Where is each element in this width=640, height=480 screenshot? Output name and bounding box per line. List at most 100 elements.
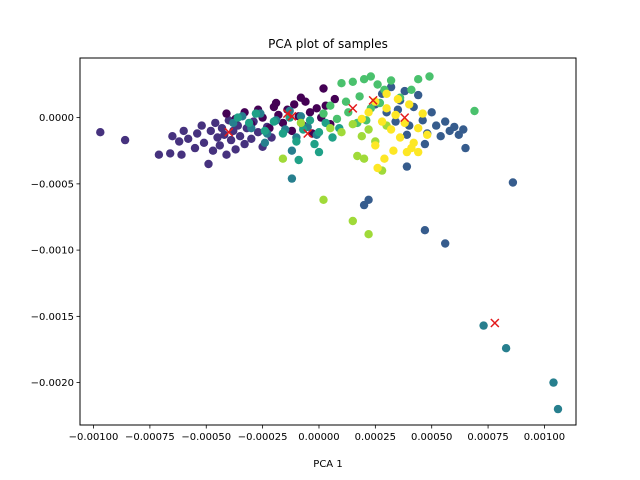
scatter-point bbox=[206, 126, 215, 136]
x-tick-label: 0.00025 bbox=[355, 432, 396, 443]
scatter-point bbox=[251, 109, 261, 118]
plot-frame bbox=[79, 57, 577, 426]
scatter-point bbox=[357, 132, 366, 141]
scatter-point bbox=[312, 104, 321, 113]
x-tick-label: 0.00075 bbox=[467, 432, 508, 443]
scatter-point bbox=[386, 82, 396, 92]
scatter-point bbox=[359, 200, 369, 210]
scatter-point bbox=[220, 130, 229, 139]
x-axis-ticks: −0.00100 −0.00075 −0.00050 −0.00025 0.00000 0… bbox=[69, 425, 565, 443]
x-tick-label: 0.00050 bbox=[411, 432, 452, 443]
centroid-marker bbox=[490, 318, 500, 328]
scatter-point bbox=[414, 124, 423, 133]
scatter-point bbox=[190, 143, 200, 153]
y-tick-label: 0.0000 bbox=[39, 113, 74, 124]
x-tick-label: 0.00100 bbox=[524, 432, 565, 443]
x-tick-label: −0.00075 bbox=[125, 432, 175, 443]
scatter-point bbox=[96, 128, 105, 137]
centroid-marker bbox=[282, 109, 292, 119]
centroid-marker-stroke bbox=[303, 128, 313, 139]
scatter-point bbox=[204, 159, 213, 169]
scatter-point bbox=[305, 116, 315, 125]
centroid-marker-stroke bbox=[287, 111, 297, 121]
scatter-point bbox=[400, 86, 409, 96]
scatter-point bbox=[425, 72, 434, 81]
scatter-point bbox=[423, 130, 432, 139]
scatter-point bbox=[287, 126, 297, 136]
scatter-point bbox=[247, 134, 256, 143]
scatter-point bbox=[287, 146, 297, 155]
scatter-point bbox=[391, 117, 400, 126]
scatter-point bbox=[470, 106, 479, 116]
scatter-point bbox=[208, 146, 218, 155]
scatter-point bbox=[319, 84, 328, 93]
scatter-point bbox=[461, 143, 470, 153]
scatter-point bbox=[459, 125, 468, 134]
scatter-point bbox=[501, 344, 511, 353]
scatter-point bbox=[305, 108, 315, 117]
scatter-point bbox=[235, 132, 245, 141]
scatter-point bbox=[355, 92, 364, 101]
scatter-point bbox=[179, 126, 188, 136]
scatter-point bbox=[271, 98, 281, 108]
scatter-point bbox=[418, 109, 427, 118]
scatter-point bbox=[215, 141, 224, 150]
scatter-point bbox=[240, 139, 249, 149]
scatter-point bbox=[364, 108, 373, 117]
scatter-point bbox=[217, 124, 227, 133]
scatter-point bbox=[414, 147, 423, 157]
scatter-point bbox=[296, 93, 306, 102]
scatter-point bbox=[244, 118, 254, 128]
centroid-marker bbox=[303, 128, 313, 139]
scatter-point bbox=[353, 151, 362, 161]
scatter-point bbox=[348, 77, 357, 87]
scatter-point bbox=[450, 122, 459, 132]
scatter-point bbox=[436, 132, 445, 141]
scatter-point bbox=[366, 72, 375, 81]
scatter-point bbox=[326, 124, 335, 133]
chart-title: PCA plot of samples bbox=[268, 37, 388, 51]
scatter-point bbox=[414, 90, 423, 100]
centroid-marker bbox=[368, 95, 378, 105]
scatter-point bbox=[364, 230, 373, 239]
centroid-marker bbox=[400, 113, 410, 123]
scatter-point bbox=[319, 195, 328, 204]
scatter-point bbox=[427, 108, 436, 117]
scatter-point bbox=[432, 121, 441, 130]
scatter-point bbox=[508, 178, 518, 187]
scatter-point bbox=[441, 239, 450, 248]
centroid-marker bbox=[348, 103, 358, 113]
centroid-marker-stroke bbox=[348, 103, 358, 113]
scatter-point bbox=[197, 121, 206, 130]
scatter-point bbox=[292, 137, 301, 146]
scatter-point bbox=[231, 145, 240, 154]
centroid-marker-stroke bbox=[282, 109, 292, 119]
scatter-point bbox=[319, 109, 328, 118]
scatter-point bbox=[389, 146, 398, 155]
scatter-point bbox=[373, 80, 382, 89]
scatter-point bbox=[222, 109, 231, 118]
scatter-point bbox=[418, 116, 427, 125]
scatter-point bbox=[386, 76, 396, 85]
scatter-point bbox=[226, 135, 236, 145]
scatter-point bbox=[278, 129, 288, 138]
scatter-point bbox=[391, 110, 400, 120]
scatter-point bbox=[479, 321, 488, 330]
scatter-point bbox=[414, 75, 423, 84]
scatter-point bbox=[296, 112, 306, 121]
scatter-point bbox=[166, 149, 175, 158]
scatter-point bbox=[407, 85, 416, 95]
scatter-point bbox=[177, 150, 186, 159]
scatter-point bbox=[222, 150, 231, 159]
scatter-point bbox=[269, 117, 279, 126]
centroid-marker-stroke bbox=[224, 127, 234, 137]
scatter-point bbox=[314, 147, 324, 157]
scatter-point bbox=[341, 97, 351, 106]
centroid-marker bbox=[287, 111, 297, 121]
scatter-point bbox=[382, 89, 391, 99]
x-tick-label: −0.00025 bbox=[238, 432, 288, 443]
scatter-point bbox=[364, 125, 373, 134]
scatter-point bbox=[553, 404, 563, 414]
